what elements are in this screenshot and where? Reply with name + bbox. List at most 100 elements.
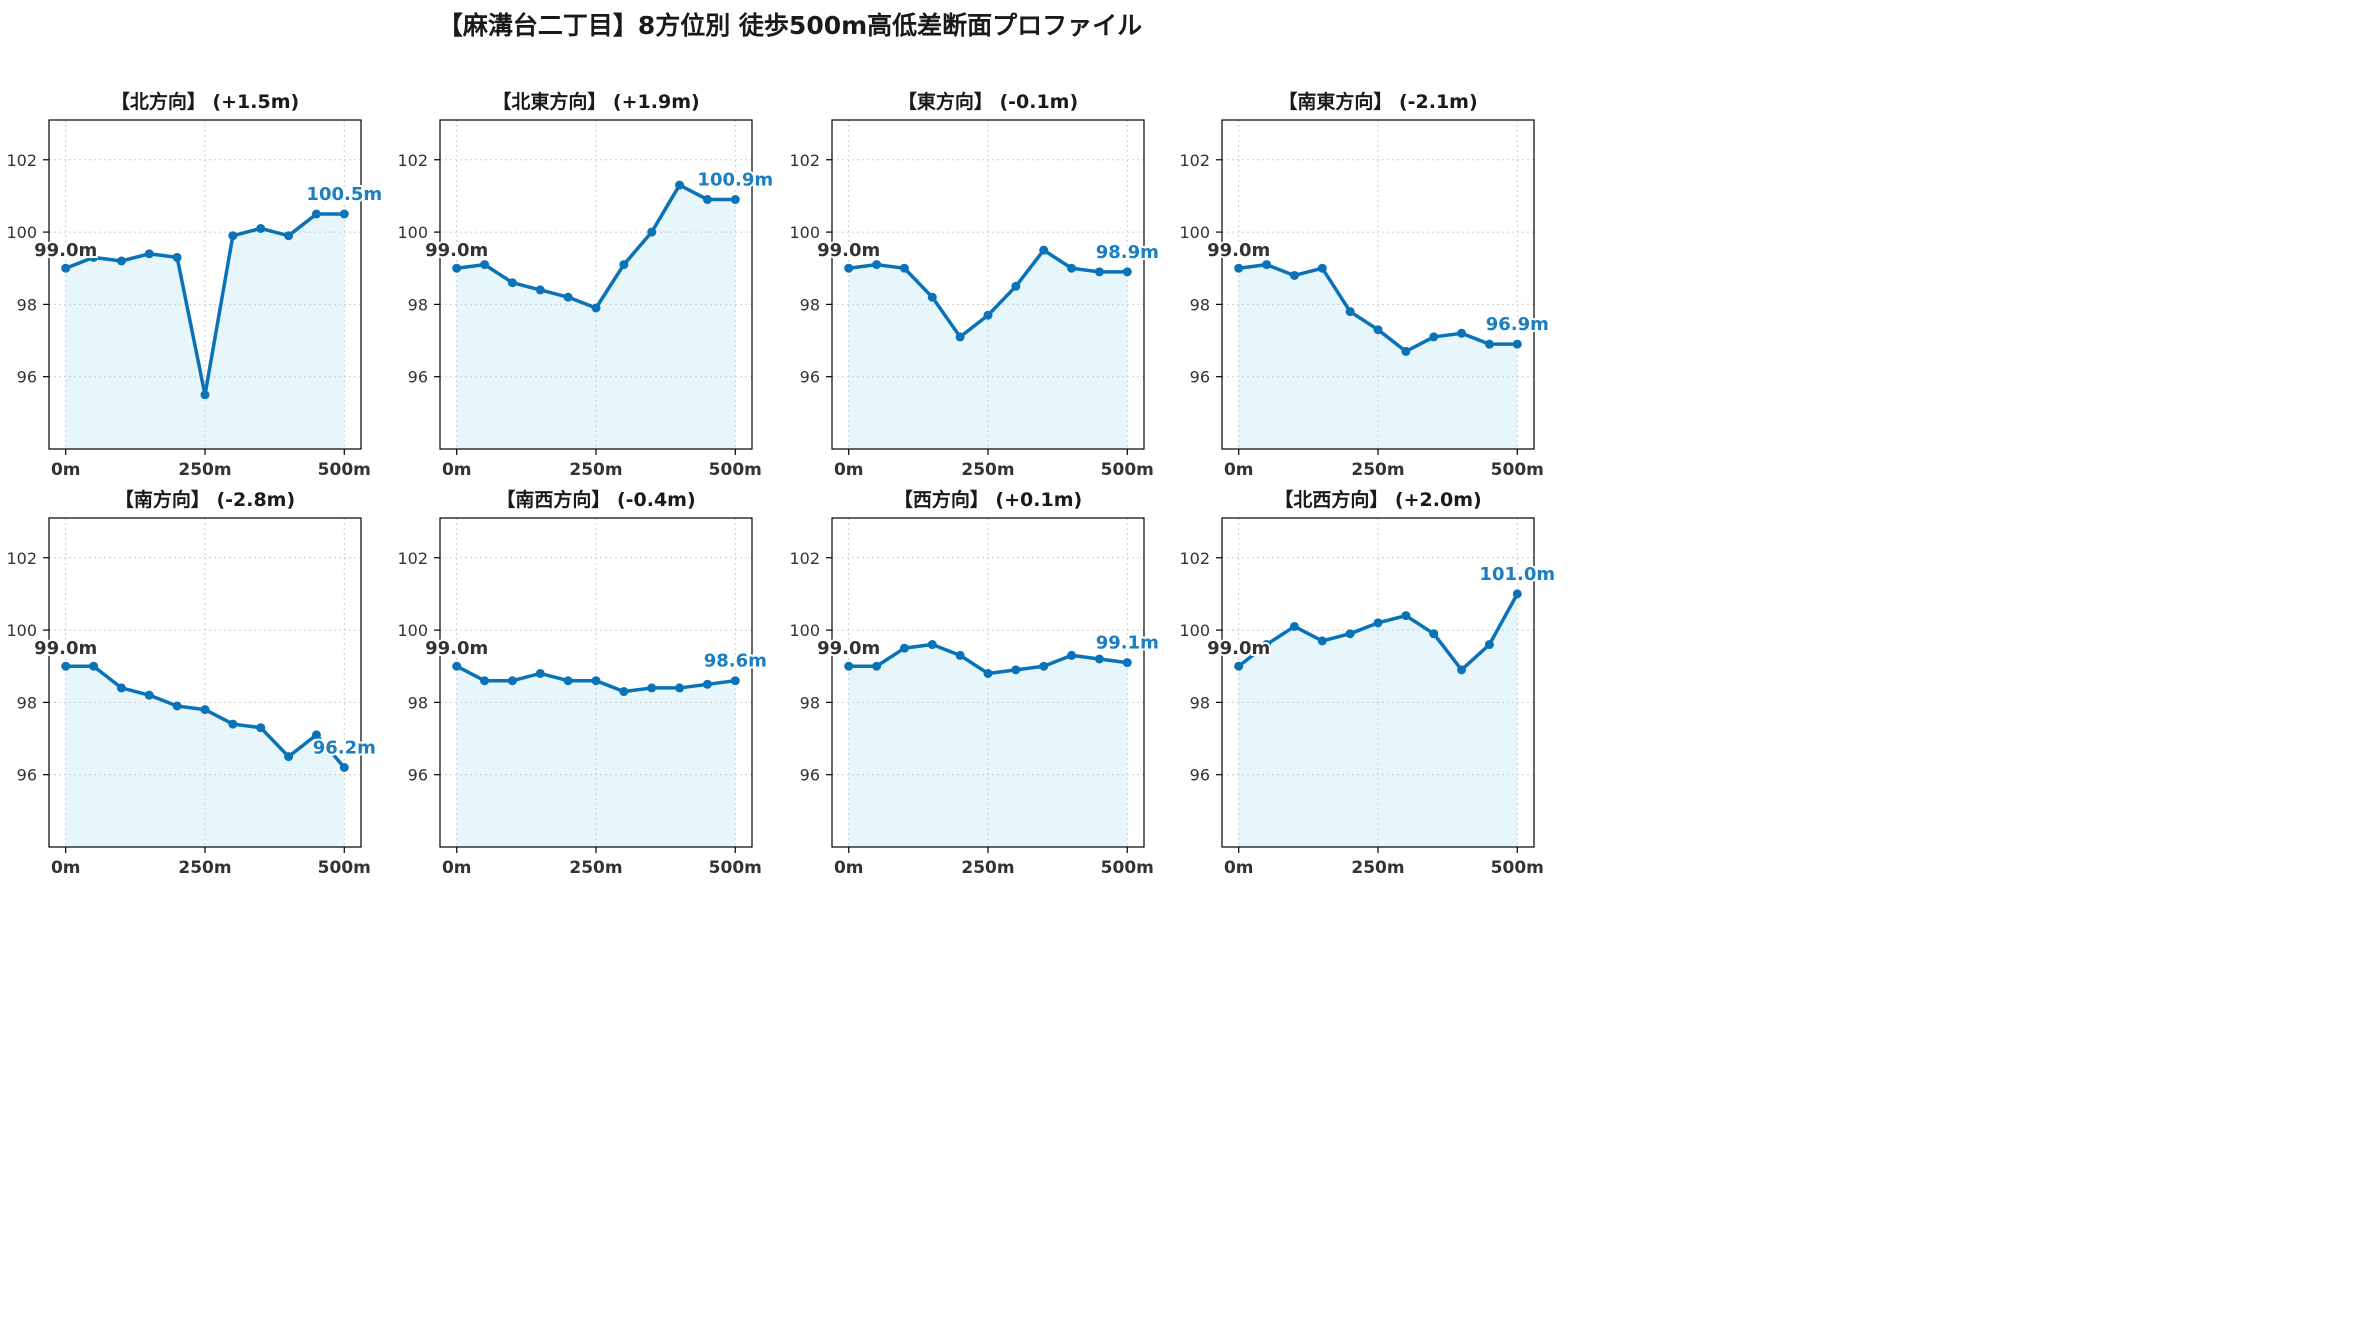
data-point [1289,270,1299,280]
x-tick-label: 500m [1491,460,1544,480]
chart-title: 【北東方向】 (+1.9m) [492,90,699,113]
y-tick-label: 102 [397,151,428,170]
data-point [844,263,854,273]
y-tick-label: 96 [17,368,37,387]
y-tick-label: 100 [397,223,428,242]
start-value-label: 99.0m [425,240,488,261]
end-value-label: 96.2m [313,737,376,758]
data-point [61,661,71,671]
data-point [1457,328,1467,338]
profile-chart-2: 【東方向】 (-0.1m) 0m 250m 500m 96 98 100 102 99.0m 98… [789,90,1160,480]
data-point [507,676,517,686]
data-point [1234,661,1244,671]
data-point [1067,650,1077,660]
data-point [1067,263,1077,273]
data-point [675,683,685,693]
data-point [256,723,266,733]
data-point [1122,658,1132,668]
y-tick-label: 98 [17,295,37,314]
data-point [116,683,126,693]
y-tick-label: 96 [17,766,37,785]
area-fill [456,185,736,450]
x-tick-label: 250m [569,858,622,878]
data-point [1373,618,1383,628]
chart-title: 【南方向】 (-2.8m) [115,488,295,511]
profile-chart-5: 【南西方向】 (-0.4m) 0m 250m 500m 96 98 100 102 99.0m 9… [397,488,768,878]
x-tick-label: 0m [1224,858,1254,878]
x-tick-label: 500m [709,460,762,480]
end-value-label: 98.6m [704,651,767,672]
area-fill [1238,593,1518,847]
y-tick-label: 102 [789,549,820,568]
data-point [507,278,517,288]
profile-chart-0: 【北方向】 (+1.5m) 0m 250m 500m 96 98 100 102 99.0m 10… [6,90,384,480]
data-point [144,690,154,700]
y-tick-label: 98 [800,693,820,712]
data-point [702,679,712,689]
profile-chart-6: 【西方向】 (+0.1m) 0m 250m 500m 96 98 100 102 99.0m 99… [789,488,1160,878]
data-point [899,263,909,273]
data-point [730,195,740,205]
data-point [1289,621,1299,631]
y-tick-label: 98 [1190,295,1210,314]
data-point [1345,629,1355,639]
y-tick-label: 98 [408,693,428,712]
y-tick-label: 100 [789,621,820,640]
data-point [535,668,545,678]
start-value-label: 99.0m [34,240,97,261]
chart-title: 【南東方向】 (-2.1m) [1278,90,1477,113]
data-point [535,285,545,295]
area-fill [65,214,345,449]
x-tick-label: 250m [1351,858,1404,878]
y-tick-label: 96 [1190,766,1210,785]
x-tick-label: 250m [569,460,622,480]
start-value-label: 99.0m [1207,638,1270,659]
x-tick-label: 0m [442,858,472,878]
data-point [1011,665,1021,675]
y-tick-label: 102 [1179,151,1210,170]
data-point [1484,339,1494,349]
x-tick-label: 500m [1101,858,1154,878]
y-tick-label: 96 [800,766,820,785]
chart-title: 【北方向】 (+1.5m) [111,90,299,113]
data-point [1317,263,1327,273]
y-tick-label: 98 [800,295,820,314]
y-tick-label: 96 [408,766,428,785]
data-point [1317,636,1327,646]
data-point [983,310,993,320]
start-value-label: 99.0m [1207,240,1270,261]
y-tick-label: 96 [1190,368,1210,387]
data-point [1429,332,1439,342]
y-tick-label: 100 [1179,621,1210,640]
data-point [955,650,965,660]
data-point [480,676,490,686]
data-point [1234,263,1244,273]
y-tick-label: 98 [1190,693,1210,712]
data-point [89,252,99,262]
data-point [480,260,490,270]
y-tick-label: 102 [6,549,37,568]
data-point [1457,665,1467,675]
end-value-label: 98.9m [1096,242,1159,263]
x-tick-label: 0m [834,858,864,878]
y-tick-label: 100 [6,621,37,640]
area-fill [456,666,736,847]
data-point [619,687,629,697]
x-tick-label: 500m [318,460,371,480]
x-tick-label: 250m [178,460,231,480]
data-point [1401,611,1411,621]
data-point [1373,325,1383,335]
y-tick-label: 98 [17,693,37,712]
data-point [591,303,601,313]
data-point [927,640,937,650]
data-point [730,676,740,686]
x-tick-label: 0m [51,460,81,480]
chart-title: 【東方向】 (-0.1m) [898,90,1078,113]
data-point [1512,589,1522,599]
data-point [1094,654,1104,664]
x-tick-label: 500m [1101,460,1154,480]
x-tick-label: 500m [1491,858,1544,878]
end-value-label: 99.1m [1096,633,1159,654]
y-tick-label: 96 [800,368,820,387]
chart-title: 【西方向】 (+0.1m) [894,488,1082,511]
